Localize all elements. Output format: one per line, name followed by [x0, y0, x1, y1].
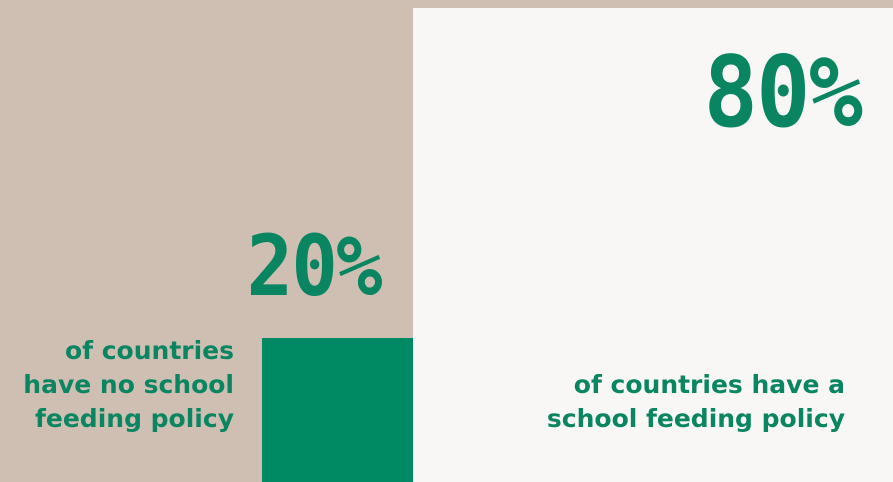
caption-no-policy-line-2: have no school: [23, 370, 234, 399]
caption-policy-line-1: of countries have a: [573, 370, 845, 399]
bar-80-percent: [413, 8, 893, 482]
value-label-80: 80%: [703, 36, 863, 150]
bar-20-percent: [262, 338, 413, 482]
caption-no-policy: of countries have no school feeding poli…: [0, 334, 234, 436]
caption-no-policy-line-3: feeding policy: [35, 404, 234, 433]
value-label-20: 20%: [246, 217, 383, 315]
caption-policy-line-2: school feeding policy: [546, 404, 845, 433]
caption-policy: of countries have a school feeding polic…: [485, 368, 845, 436]
caption-no-policy-line-1: of countries: [64, 336, 234, 365]
